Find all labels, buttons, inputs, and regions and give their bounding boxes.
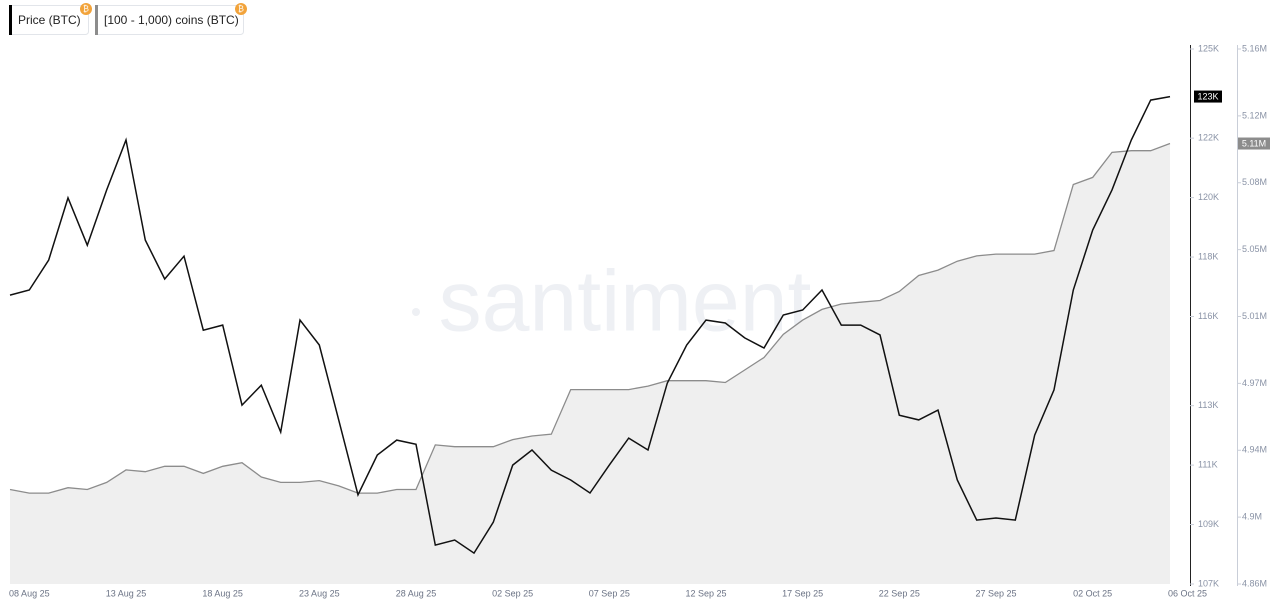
plot xyxy=(9,95,1171,584)
x-tick-label: 23 Aug 25 xyxy=(299,588,340,598)
line xyxy=(9,142,1171,494)
value-badge-label: 123K xyxy=(1197,91,1218,101)
y-tick-label: 109K xyxy=(1198,519,1219,529)
y-tick-label: 107K xyxy=(1198,578,1219,588)
y2-tick-label: 5.01M xyxy=(1242,311,1267,321)
legend-label: Price (BTC) xyxy=(18,13,81,27)
value-badge-label: 5.11M xyxy=(1242,138,1266,148)
x-tick-label: 06 Oct 25 xyxy=(1168,588,1207,598)
x-tick-label: 08 Aug 25 xyxy=(9,588,50,598)
value-badge xyxy=(1238,137,1270,150)
x-tick-label: 12 Sep 25 xyxy=(685,588,726,598)
watermark: santiment xyxy=(439,254,812,350)
y-tick-label: 111K xyxy=(1198,459,1218,469)
legend-label: [100 - 1,000) coins (BTC) xyxy=(104,13,239,27)
y2-tick-label: 5.16M xyxy=(1242,43,1267,53)
y-tick-label: 120K xyxy=(1198,192,1219,202)
y2-tick-label: 4.97M xyxy=(1242,378,1267,388)
watermark-dot xyxy=(412,308,420,316)
x-tick-label: 22 Sep 25 xyxy=(879,588,920,598)
x-tick-label: 27 Sep 25 xyxy=(975,588,1016,598)
x-tick-label: 18 Aug 25 xyxy=(202,588,243,598)
y-tick-label: 113K xyxy=(1198,400,1218,410)
x-tick-label: 28 Aug 25 xyxy=(396,588,437,598)
x-tick-label: 17 Sep 25 xyxy=(782,588,823,598)
x-tick-label: 13 Aug 25 xyxy=(106,588,147,598)
legend-swatch xyxy=(95,5,98,35)
legend: Price (BTC) ₿ [100 - 1,000) coins (BTC) … xyxy=(9,3,247,35)
btc-icon xyxy=(80,3,92,15)
y-tick-label: 125K xyxy=(1198,43,1219,53)
x-tick-label: 02 Sep 25 xyxy=(492,588,533,598)
line xyxy=(9,95,1171,555)
btc-icon xyxy=(235,3,247,15)
btc-icon-glyph: ₿ xyxy=(83,5,89,14)
y-tick-label: 116K xyxy=(1198,311,1218,321)
y-tick-label: 118K xyxy=(1198,251,1218,261)
y2-tick-label: 4.94M xyxy=(1242,445,1267,455)
x-tick-label: 02 Oct 25 xyxy=(1073,588,1112,598)
area xyxy=(10,143,1170,584)
legend-swatch xyxy=(9,5,12,35)
y2-tick-label: 5.05M xyxy=(1242,244,1267,254)
btc-icon-glyph: ₿ xyxy=(238,5,244,14)
value-badge xyxy=(1194,90,1222,103)
y2-tick-label: 4.86M xyxy=(1242,578,1267,588)
y2-tick-label: 4.9M xyxy=(1242,512,1262,522)
y2-tick-label: 5.08M xyxy=(1242,177,1267,187)
y2-tick-label: 5.12M xyxy=(1242,110,1267,120)
x-tick-label: 07 Sep 25 xyxy=(589,588,630,598)
y-tick-label: 122K xyxy=(1198,133,1219,143)
